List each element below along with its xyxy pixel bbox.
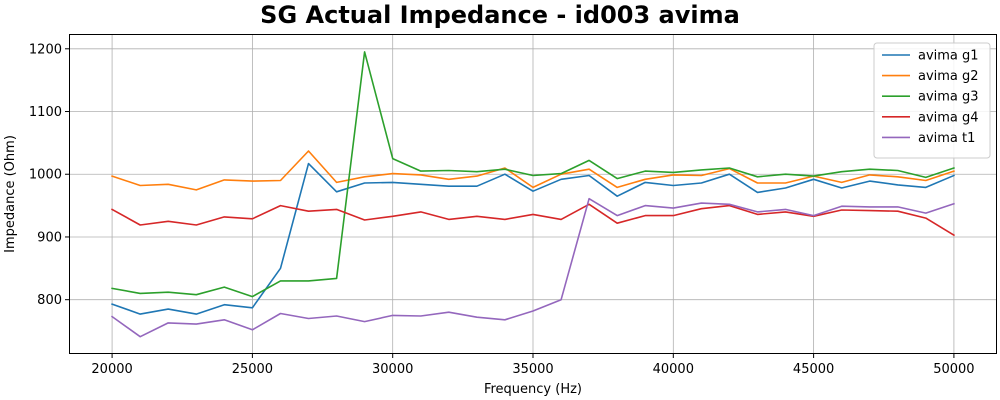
legend: avima g1 avima g2 avima g3 avima g4 avima t1 [873,42,991,159]
x-axis-ticks: 20000 25000 30000 35000 40000 45000 50000 [91,353,975,377]
y-tick-label: 1000 [29,168,62,183]
x-axis-label: Frequency (Hz) [484,382,582,397]
y-axis-label: Impedance (Ohm) [3,135,18,253]
series-line-avima-g3 [111,51,955,298]
series-lines [110,51,955,338]
series-line-avima-t1 [110,197,955,338]
legend-label: avima t1 [918,131,975,146]
y-tick-label: 900 [37,230,62,245]
x-tick-label: 40000 [653,362,694,377]
x-tick-label: 25000 [232,362,273,377]
y-tick-label: 800 [37,293,62,308]
legend-box [873,42,991,159]
chart-title: SG Actual Impedance - id003 avima [260,1,740,29]
y-tick-label: 1200 [29,42,62,57]
x-tick-label: 20000 [91,362,132,377]
series-line-avima-g1 [111,162,955,315]
legend-label: avima g2 [918,69,979,84]
x-tick-label: 35000 [512,362,553,377]
grid-lines [70,35,996,353]
x-tick-label: 45000 [793,362,834,377]
legend-label: avima g4 [918,110,979,125]
legend-label: avima g1 [918,49,979,64]
y-tick-label: 1100 [29,105,62,120]
x-tick-label: 50000 [933,362,974,377]
legend-label: avima g3 [918,90,979,105]
y-axis-ticks: 800 900 1000 1100 1200 [29,42,70,308]
x-tick-label: 30000 [372,362,413,377]
